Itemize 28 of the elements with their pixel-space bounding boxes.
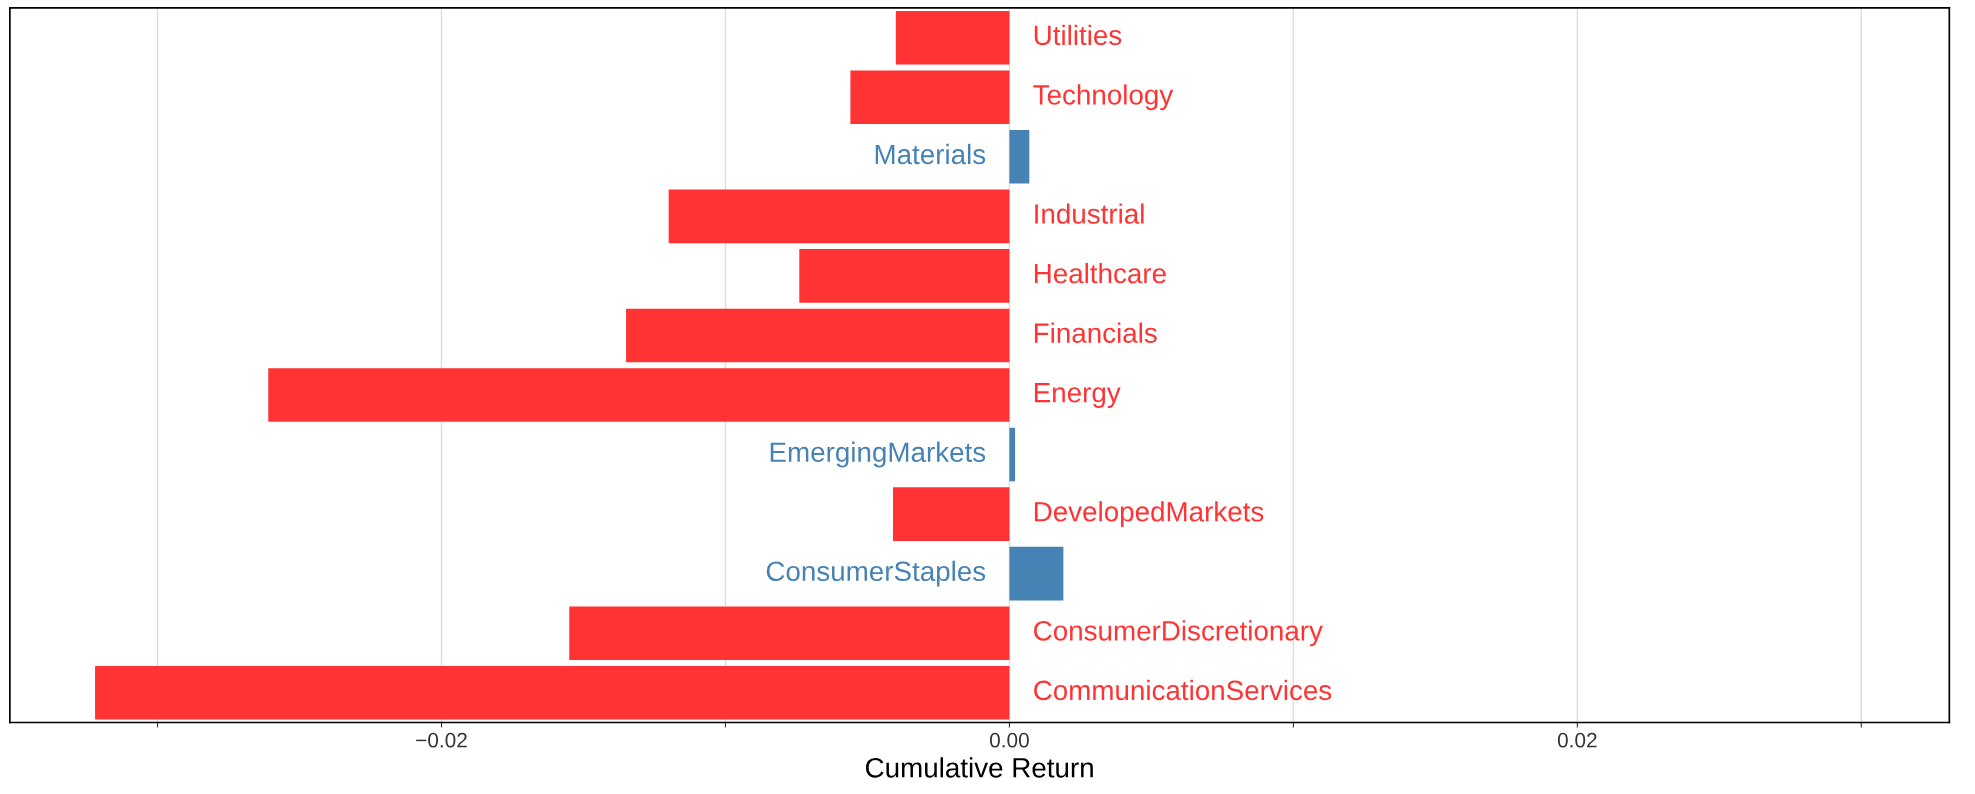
- x-tick-label: 0.02: [1557, 732, 1597, 748]
- bar: [892, 487, 1010, 541]
- y-tick-label: CommunicationServices: [1034, 679, 1332, 701]
- bar: [569, 606, 1010, 661]
- bar: [95, 665, 1010, 720]
- y-tick-label: ConsumerStaples: [766, 560, 986, 587]
- bar: [850, 70, 1010, 125]
- bar: [1009, 546, 1064, 601]
- x-tick-label: −0.02: [416, 732, 467, 748]
- y-tick-label: Technology: [1033, 84, 1174, 111]
- x-tick-label: 0.00: [989, 732, 1029, 748]
- bar: [1009, 427, 1016, 482]
- y-tick-label: EmergingMarkets: [770, 441, 986, 468]
- bar: [268, 368, 1010, 422]
- y-tick-label: Materials: [875, 143, 986, 165]
- bar: [895, 10, 1010, 65]
- bar: [668, 189, 1010, 244]
- x-axis-title: Cumulative Return: [866, 757, 1093, 778]
- bar: [626, 308, 1010, 363]
- y-tick-label: ConsumerDiscretionary: [1034, 620, 1323, 647]
- y-tick-label: Energy: [1034, 383, 1121, 408]
- bar: [1009, 130, 1030, 184]
- y-tick-label: Healthcare: [1034, 262, 1166, 284]
- y-tick-label: DevelopedMarkets: [1034, 501, 1264, 528]
- y-tick-label: Financials: [1034, 322, 1157, 343]
- y-tick-label: Industrial: [1035, 203, 1144, 224]
- y-tick-label: Utilities: [1034, 24, 1122, 46]
- bar: [799, 249, 1010, 303]
